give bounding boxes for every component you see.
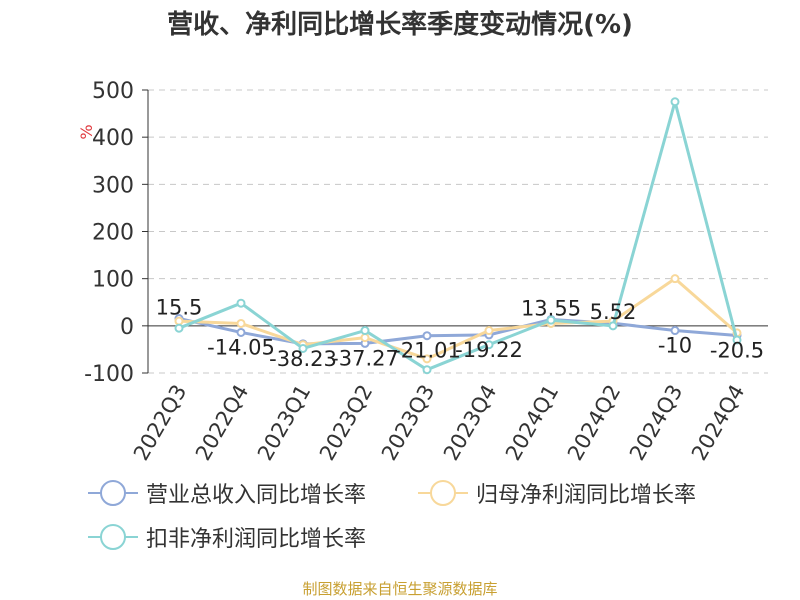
legend-label: 归母净利润同比增长率 [476,483,697,508]
legend-item[interactable]: 扣非净利润同比增长率 [88,520,366,554]
data-point [670,274,680,284]
x-tick-label: 2023Q3 [377,381,439,465]
data-point [174,323,184,333]
x-tick-label: 2023Q1 [253,381,315,465]
legend-label: 扣非净利润同比增长率 [146,527,367,552]
source-footer: 制图数据来自恒生聚源数据库 [302,580,498,598]
data-point [670,97,680,107]
data-label: -20.5 [710,339,764,363]
series-line [178,100,739,372]
legend-marker [430,480,456,506]
legend-swatch [88,476,138,510]
legend-label: 营业总收入同比增长率 [146,483,367,508]
legend-item[interactable]: 归母净利润同比增长率 [418,476,696,510]
data-point [670,326,680,336]
x-tick-label: 2022Q3 [129,381,191,465]
data-label: 13.55 [521,296,581,320]
x-tick-label: 2022Q4 [191,381,253,465]
y-tick-label: 300 [92,173,134,198]
data-label: 5.52 [590,300,637,324]
chart-title: 营收、净利同比增长率季度变动情况(%) [167,10,633,40]
x-tick-label: 2023Q2 [315,381,377,465]
data-point [236,327,246,337]
data-label: -21.01 [393,339,461,363]
data-label: -38.23 [269,347,337,371]
data-point [608,321,618,331]
y-unit-label: % [77,124,96,139]
data-point [546,315,556,325]
y-tick-label: 200 [92,221,134,246]
data-point [360,326,370,336]
data-point [484,326,494,336]
data-point [484,340,494,350]
data-point [360,333,370,343]
data-point [298,343,308,353]
y-tick-label: 400 [92,126,134,151]
data-point [422,331,432,341]
legend-item[interactable]: 营业总收入同比增长率 [88,476,366,510]
x-tick-label: 2024Q4 [687,381,749,465]
data-label: -10 [658,334,692,358]
data-label: -14.05 [207,335,275,359]
data-point [422,354,432,364]
y-tick-label: 500 [92,79,134,104]
data-point [732,335,742,345]
data-label: 15.5 [156,296,203,320]
data-point [422,365,432,375]
x-tick-label: 2024Q3 [625,381,687,465]
series-line [178,317,738,346]
legend-marker [100,480,126,506]
data-label: -37.27 [331,346,399,370]
legend-swatch [418,476,468,510]
y-tick-label: 100 [92,268,134,293]
y-tick-label: 0 [120,315,134,340]
x-tick-label: 2024Q2 [563,381,625,465]
legend-marker [100,524,126,550]
data-label: -19.22 [455,338,523,362]
x-tick-label: 2023Q4 [439,381,501,465]
data-point [236,298,246,308]
y-tick-label: -100 [84,362,134,387]
data-point [236,318,246,328]
legend-swatch [88,520,138,554]
x-tick-label: 2024Q1 [501,381,563,465]
series-line [178,277,738,361]
